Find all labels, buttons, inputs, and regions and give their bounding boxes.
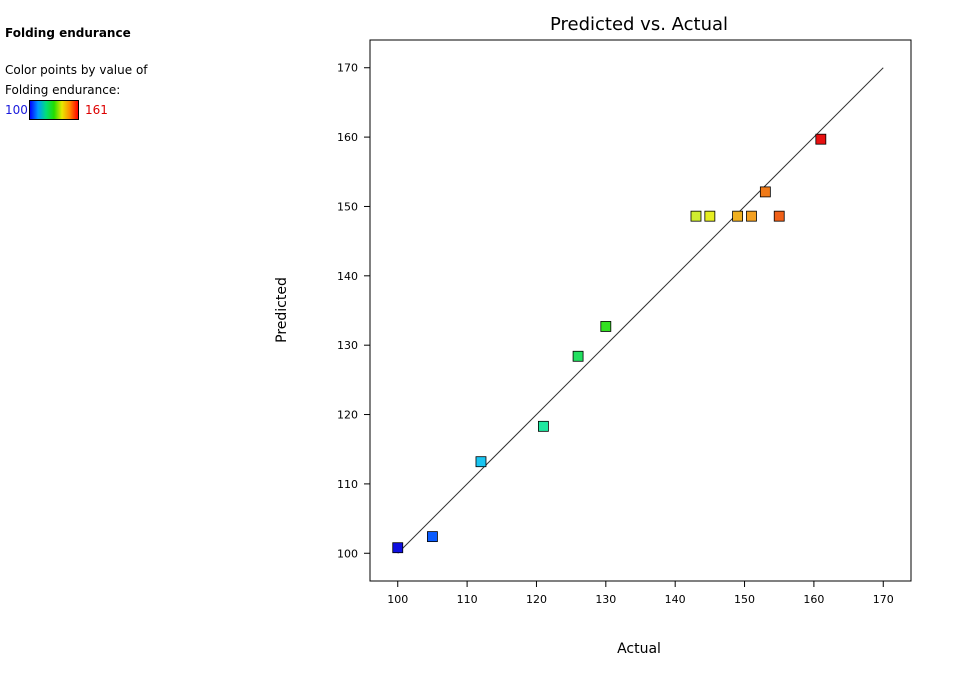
y-tick-label: 170 xyxy=(337,62,358,75)
y-axis: 100 110 120 130 140 150 160 170 xyxy=(337,62,370,560)
chart-title: Predicted vs. Actual xyxy=(550,14,728,35)
color-scale-min: 100 xyxy=(5,103,28,117)
data-point xyxy=(600,321,612,332)
y-tick-label: 100 xyxy=(337,547,358,560)
color-legend-panel: Folding endurance Color points by value … xyxy=(5,26,148,120)
legend-description: Color points by value of Folding enduran… xyxy=(5,60,148,120)
data-point xyxy=(746,210,757,222)
y-axis-label: Predicted xyxy=(274,277,290,343)
data-point xyxy=(732,210,744,222)
x-tick-label: 170 xyxy=(873,593,894,606)
y-tick-label: 120 xyxy=(337,409,358,422)
y-tick-label: 130 xyxy=(337,339,358,352)
y-tick-label: 110 xyxy=(337,478,358,491)
x-axis-label: Actual xyxy=(617,641,661,657)
data-point xyxy=(773,210,785,222)
y-tick-label: 150 xyxy=(337,200,358,213)
x-tick-label: 150 xyxy=(734,593,755,606)
x-tick-label: 120 xyxy=(526,593,547,606)
data-point xyxy=(572,350,584,362)
x-tick-label: 140 xyxy=(665,593,686,606)
data-point xyxy=(815,133,827,145)
y-tick-label: 140 xyxy=(337,270,358,283)
legend-desc-line1: Color points by value of xyxy=(5,63,148,77)
data-point xyxy=(537,420,549,432)
data-point xyxy=(475,456,487,468)
data-point xyxy=(427,531,438,543)
x-tick-label: 110 xyxy=(457,593,478,606)
data-point xyxy=(759,186,771,198)
y-tick-label: 160 xyxy=(337,131,358,144)
legend-desc-line2: Folding endurance: xyxy=(5,83,121,97)
color-gradient-bar xyxy=(29,100,79,120)
x-tick-label: 100 xyxy=(387,593,408,606)
x-tick-label: 160 xyxy=(803,593,824,606)
color-scale: 100 161 xyxy=(5,100,148,120)
data-point xyxy=(392,542,404,554)
x-tick-label: 130 xyxy=(595,593,616,606)
data-point xyxy=(690,210,702,222)
data-points xyxy=(392,133,827,554)
color-scale-max: 161 xyxy=(85,103,108,117)
x-axis: 100 110 120 130 140 150 160 170 xyxy=(387,581,894,606)
data-point xyxy=(704,210,716,222)
reference-line xyxy=(397,67,884,554)
plot-frame xyxy=(369,39,912,582)
response-name: Folding endurance xyxy=(5,26,131,40)
